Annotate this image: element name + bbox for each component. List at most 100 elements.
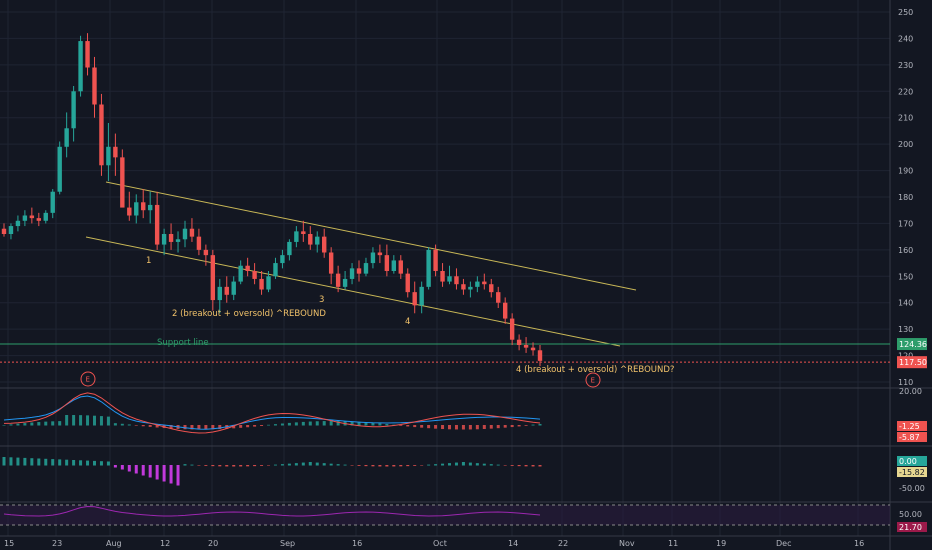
price-tick-2: 130 (898, 325, 913, 334)
candle-body-46 (322, 236, 327, 253)
wave-label-2: 2 (breakout + oversold) ^REBOUND (172, 309, 326, 319)
histogram-bar-0 (2, 457, 6, 466)
candle-body-45 (315, 236, 320, 245)
histogram-bar-7 (51, 459, 55, 466)
candle-body-69 (482, 281, 487, 285)
macd-bar-9 (65, 415, 69, 426)
date-label-6: 16 (352, 539, 362, 548)
histogram-bar-29 (204, 465, 208, 466)
histogram-bar-22 (155, 465, 159, 480)
histogram-bar-19 (134, 465, 138, 474)
price-tick-6: 170 (898, 219, 913, 228)
earnings-marker-circle-0 (80, 371, 96, 387)
candle-body-52 (363, 263, 369, 274)
histogram-bar-66 (461, 462, 465, 466)
histogram-bar-62 (434, 464, 438, 466)
candle-body-54 (377, 252, 383, 256)
macd-bar-26 (183, 425, 187, 430)
candle-body-24 (168, 234, 174, 242)
macd-bar-36 (253, 425, 257, 427)
candle-body-68 (475, 281, 480, 287)
earnings-marker-0: E (86, 376, 90, 384)
candle-body-56 (391, 260, 397, 271)
histogram-bar-27 (190, 464, 194, 466)
candle-body-53 (370, 252, 376, 264)
histogram-bar-63 (441, 463, 445, 466)
macd-bar-12 (86, 415, 90, 426)
histogram-bar-4 (30, 458, 34, 466)
candle-body-11 (78, 41, 83, 92)
histogram-bar-52 (364, 465, 368, 467)
macd-bar-64 (448, 425, 452, 430)
candle-body-36 (252, 271, 257, 279)
candle-body-50 (349, 268, 355, 279)
macd-bar-76 (531, 424, 535, 426)
histogram-bar-64 (448, 463, 452, 466)
histogram-bar-38 (267, 465, 271, 466)
channel-line-1 (85, 236, 621, 347)
histogram-bar-71 (496, 464, 500, 466)
candle-body-10 (71, 91, 76, 129)
histogram-bar-20 (141, 465, 145, 476)
macd-bar-28 (197, 425, 201, 430)
price-tick-5: 160 (898, 246, 913, 255)
rsi-tag: 21.70 (899, 523, 922, 532)
price-tag-last-bg (897, 356, 927, 369)
macd-bar-30 (211, 425, 215, 430)
histogram-bar-69 (482, 463, 486, 466)
date-label-0: 15 (4, 539, 14, 548)
candle-body-72 (502, 302, 508, 319)
candle-body-40 (280, 255, 285, 264)
macd-bar-21 (148, 425, 152, 427)
histogram-bar-34 (239, 465, 243, 467)
histogram-bar-75 (524, 465, 528, 467)
histogram-bar-21 (148, 465, 152, 478)
macd-bar-41 (287, 422, 291, 426)
candle-body-14 (99, 104, 104, 166)
macd-bar-10 (72, 415, 76, 426)
macd-bar-65 (454, 425, 458, 430)
date-label-14: 16 (854, 539, 864, 548)
candle-body-31 (217, 286, 222, 301)
candle-body-23 (161, 234, 167, 245)
hist-tag-1-bg (897, 456, 927, 466)
macd-bar-58 (406, 425, 410, 427)
candle-body-2 (15, 220, 21, 227)
histogram-bar-31 (218, 465, 222, 467)
histogram-bar-68 (475, 463, 479, 466)
date-label-1: 23 (52, 539, 62, 548)
macd-bar-8 (58, 421, 62, 426)
candle-body-51 (356, 268, 362, 274)
price-tag-last: 117.50 (899, 358, 927, 367)
candle-body-18 (127, 207, 132, 216)
price-tick-4: 150 (898, 272, 913, 281)
candle-body-49 (342, 278, 348, 287)
macd-bar-69 (482, 425, 486, 430)
macd-bar-34 (239, 425, 243, 428)
macd-tag-1: -1.25 (899, 422, 920, 431)
macd-bar-6 (44, 421, 48, 426)
rsi-tag-bg (897, 522, 927, 532)
macd-bar-16 (113, 423, 117, 426)
candle-body-12 (85, 41, 90, 68)
macd-bar-46 (322, 421, 326, 426)
macd-tag-2: -5.87 (899, 433, 920, 442)
macd-bar-19 (134, 425, 138, 426)
histogram-bar-73 (510, 465, 514, 466)
macd-bar-13 (92, 415, 96, 426)
macd-bar-37 (260, 425, 264, 426)
histogram-bar-5 (37, 458, 41, 466)
candle-body-34 (238, 265, 243, 282)
histogram-bar-67 (468, 462, 472, 466)
candle-body-1 (8, 226, 14, 234)
macd-bar-62 (434, 425, 438, 429)
histogram-bar-58 (406, 465, 410, 467)
candle-body-48 (335, 273, 341, 287)
date-label-12: 19 (716, 539, 726, 548)
candle-body-60 (419, 286, 424, 306)
price-tick-13: 240 (898, 34, 913, 43)
candle-body-65 (454, 276, 459, 285)
candle-body-30 (210, 255, 216, 301)
